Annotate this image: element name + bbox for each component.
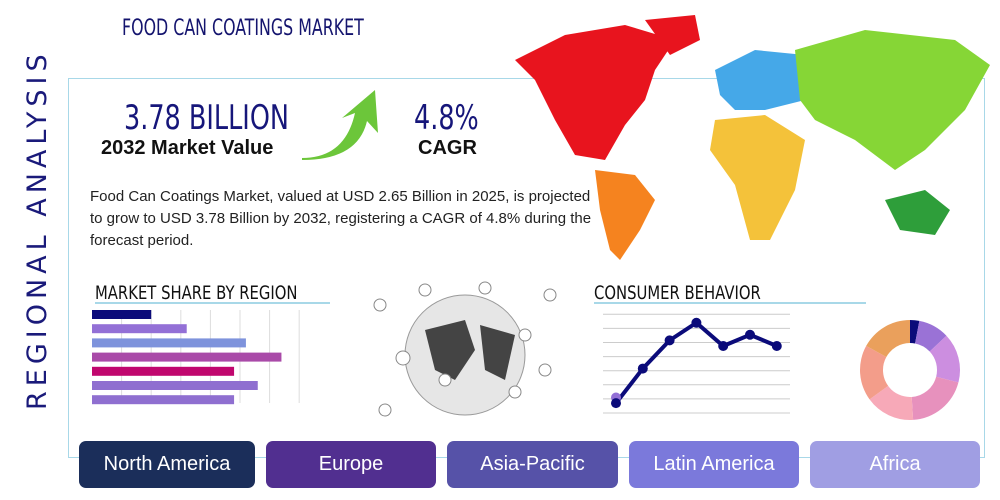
donut-slice bbox=[929, 335, 960, 383]
region-label: Europe bbox=[318, 453, 384, 475]
region-button-asia-pacific[interactable]: Asia-Pacific bbox=[447, 441, 618, 488]
side-label: REGIONAL ANALYSIS bbox=[22, 49, 53, 410]
map-north-america bbox=[515, 25, 675, 160]
region-label: Asia-Pacific bbox=[480, 453, 585, 475]
region-label: North America bbox=[103, 453, 231, 475]
map-europe bbox=[715, 50, 805, 110]
donut-slice bbox=[860, 345, 889, 400]
data-point bbox=[771, 341, 782, 352]
market-share-bar-chart bbox=[92, 310, 300, 405]
market-value: 3.78 BILLION bbox=[124, 98, 289, 138]
bar bbox=[92, 381, 258, 390]
data-point bbox=[745, 329, 755, 340]
donut-slice bbox=[910, 320, 920, 344]
region-button-africa[interactable]: Africa bbox=[810, 441, 980, 488]
bar bbox=[92, 352, 282, 362]
bar bbox=[92, 310, 152, 319]
region-label: Latin America bbox=[653, 453, 775, 475]
region-button-north-america[interactable]: North America bbox=[79, 441, 255, 488]
data-point bbox=[664, 335, 675, 346]
bar bbox=[92, 338, 246, 348]
donut-slice bbox=[915, 320, 947, 352]
consumer-line-chart bbox=[603, 313, 790, 414]
globe-network-image bbox=[373, 281, 557, 417]
bar bbox=[92, 366, 235, 376]
cagr-label: CAGR bbox=[418, 137, 477, 159]
consumer-behavior-heading: CONSUMER BEHAVIOR bbox=[594, 282, 761, 304]
data-point bbox=[691, 317, 702, 328]
map-africa bbox=[710, 115, 805, 240]
region-button-latin-america[interactable]: Latin America bbox=[629, 441, 799, 488]
map-asia bbox=[795, 30, 990, 170]
consumer-donut-chart bbox=[860, 320, 960, 420]
region-label: Africa bbox=[869, 453, 921, 475]
market-share-heading: MARKET SHARE BY REGION bbox=[95, 282, 298, 304]
data-point bbox=[718, 341, 729, 352]
market-value-label: 2032 Market Value bbox=[101, 137, 274, 159]
market-description: Food Can Coatings Market, valued at USD … bbox=[90, 188, 592, 249]
map-greenland bbox=[645, 15, 700, 55]
donut-slice bbox=[869, 385, 914, 420]
region-button-europe[interactable]: Europe bbox=[266, 441, 436, 488]
world-map bbox=[515, 15, 990, 260]
map-oceania bbox=[885, 190, 950, 235]
donut-slice bbox=[911, 376, 959, 420]
page-title: FOOD CAN COATINGS MARKET bbox=[122, 16, 364, 41]
data-point bbox=[637, 363, 648, 374]
bar bbox=[92, 324, 187, 334]
divider bbox=[95, 302, 330, 304]
divider bbox=[594, 302, 866, 304]
cagr-value: 4.8% bbox=[414, 98, 479, 138]
bar bbox=[92, 395, 235, 405]
data-point bbox=[611, 398, 621, 409]
donut-slice bbox=[866, 320, 910, 357]
map-south-america bbox=[595, 170, 655, 260]
growth-arrow-icon bbox=[302, 90, 378, 160]
